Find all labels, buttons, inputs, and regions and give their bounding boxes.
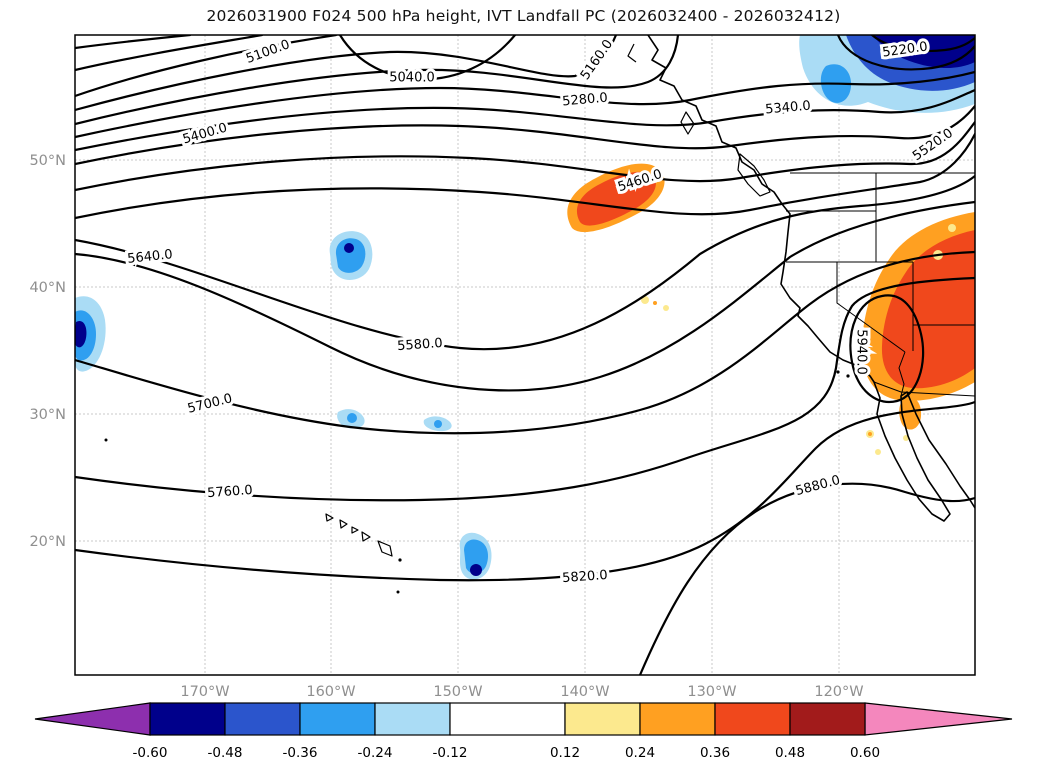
shading-region xyxy=(347,413,357,423)
island xyxy=(325,513,334,522)
colorbar-tick-label: 0.12 xyxy=(550,745,580,761)
contour-label: 5280.0 xyxy=(562,91,609,110)
contour-line xyxy=(75,120,975,192)
contour-line xyxy=(836,35,975,71)
shading-region xyxy=(653,301,657,305)
colorbar-segment xyxy=(639,702,716,736)
x-tick-label: 140°W xyxy=(560,684,609,700)
contour-line xyxy=(75,400,975,582)
contour-line xyxy=(75,88,975,152)
y-tick-label: 30°N xyxy=(29,407,66,423)
island xyxy=(737,153,771,197)
island xyxy=(361,531,371,542)
contour-label: 5940.0 xyxy=(854,329,869,375)
contour-line xyxy=(75,35,192,50)
land-dot xyxy=(836,370,840,374)
x-tick-label: 130°W xyxy=(687,684,736,700)
colorbar-segment xyxy=(374,702,451,736)
contour-label: 5520.0 xyxy=(910,126,956,164)
shading-region xyxy=(641,296,649,304)
colorbar-tick-label: -0.12 xyxy=(433,745,468,761)
shading-region xyxy=(464,539,488,574)
colorbar-segment xyxy=(449,702,566,736)
contour-label: 5580.0 xyxy=(397,336,443,354)
contour-line xyxy=(75,250,975,435)
shading-region xyxy=(470,564,482,576)
island xyxy=(351,526,359,534)
contour-line xyxy=(75,104,975,166)
plot-border xyxy=(74,34,976,676)
land-dot xyxy=(398,558,402,562)
colorbar-tick-label: -0.48 xyxy=(208,745,243,761)
colorbar-segment xyxy=(714,702,791,736)
contour-label: 5340.0 xyxy=(765,99,812,118)
contour-line xyxy=(849,294,925,403)
contour-label: 5880.0 xyxy=(794,473,842,499)
contour-line xyxy=(75,35,680,126)
island xyxy=(627,43,637,63)
colorbar-segment xyxy=(224,702,301,736)
y-tick-label: 20°N xyxy=(29,534,66,550)
y-tick-label: 40°N xyxy=(29,280,66,296)
contour-line xyxy=(75,35,338,98)
contour-line xyxy=(75,35,264,72)
colorbar-arrow-left xyxy=(34,702,151,736)
colorbar-arrow-right xyxy=(864,702,1013,736)
shading-region xyxy=(344,243,354,253)
contour-line xyxy=(75,70,975,139)
colorbar-segment xyxy=(299,702,376,736)
contour-label: 5160.0 xyxy=(578,37,616,83)
x-tick-label: 150°W xyxy=(433,684,482,700)
contour-line xyxy=(638,482,975,675)
contour-label: 5820.0 xyxy=(562,568,608,586)
contour-line xyxy=(75,132,975,220)
state-border xyxy=(873,381,975,397)
contour-label: 5040.0 xyxy=(389,71,435,86)
y-tick-label: 50°N xyxy=(29,153,66,169)
colorbar-segment xyxy=(564,702,641,736)
colorbar-segment xyxy=(149,702,226,736)
island xyxy=(680,111,695,135)
land-dot xyxy=(104,438,108,442)
contour-line xyxy=(75,200,975,392)
contour-line xyxy=(75,35,618,112)
contour-line xyxy=(870,35,975,53)
colorbar-tick-label: 0.48 xyxy=(775,745,805,761)
chart-title: 2026031900 F024 500 hPa height, IVT Land… xyxy=(206,7,841,25)
colorbar-tick-label: -0.36 xyxy=(283,745,318,761)
colorbar-tick-label: -0.24 xyxy=(358,745,393,761)
contour-line xyxy=(75,174,975,351)
coastline xyxy=(647,35,975,522)
shading-region xyxy=(881,230,975,389)
shading-region xyxy=(948,224,956,232)
island xyxy=(339,519,348,529)
colorbar-tick-label: 0.36 xyxy=(700,745,730,761)
x-tick-label: 160°W xyxy=(306,684,355,700)
island xyxy=(377,540,393,557)
contour-label: 5100.0 xyxy=(244,37,292,67)
colorbar-tick-label: 0.60 xyxy=(850,745,880,761)
colorbar-segment xyxy=(789,702,866,736)
contour-line xyxy=(75,276,975,502)
contour-label: 5760.0 xyxy=(207,483,253,501)
x-tick-label: 120°W xyxy=(814,684,863,700)
shading-region xyxy=(868,432,872,436)
colorbar-tick-label: -0.60 xyxy=(133,745,168,761)
shading-region xyxy=(434,420,442,428)
land-dot xyxy=(846,374,850,378)
shading-region xyxy=(335,238,366,273)
shading-region xyxy=(75,320,87,348)
shading-region xyxy=(875,449,881,455)
map-layer xyxy=(75,35,975,675)
colorbar-tick-label: 0.24 xyxy=(625,745,655,761)
state-border xyxy=(898,351,906,397)
shading-region xyxy=(576,171,656,226)
state-border xyxy=(836,262,906,353)
land-dot xyxy=(396,590,400,594)
x-tick-label: 170°W xyxy=(180,684,229,700)
shading-region xyxy=(663,305,669,311)
